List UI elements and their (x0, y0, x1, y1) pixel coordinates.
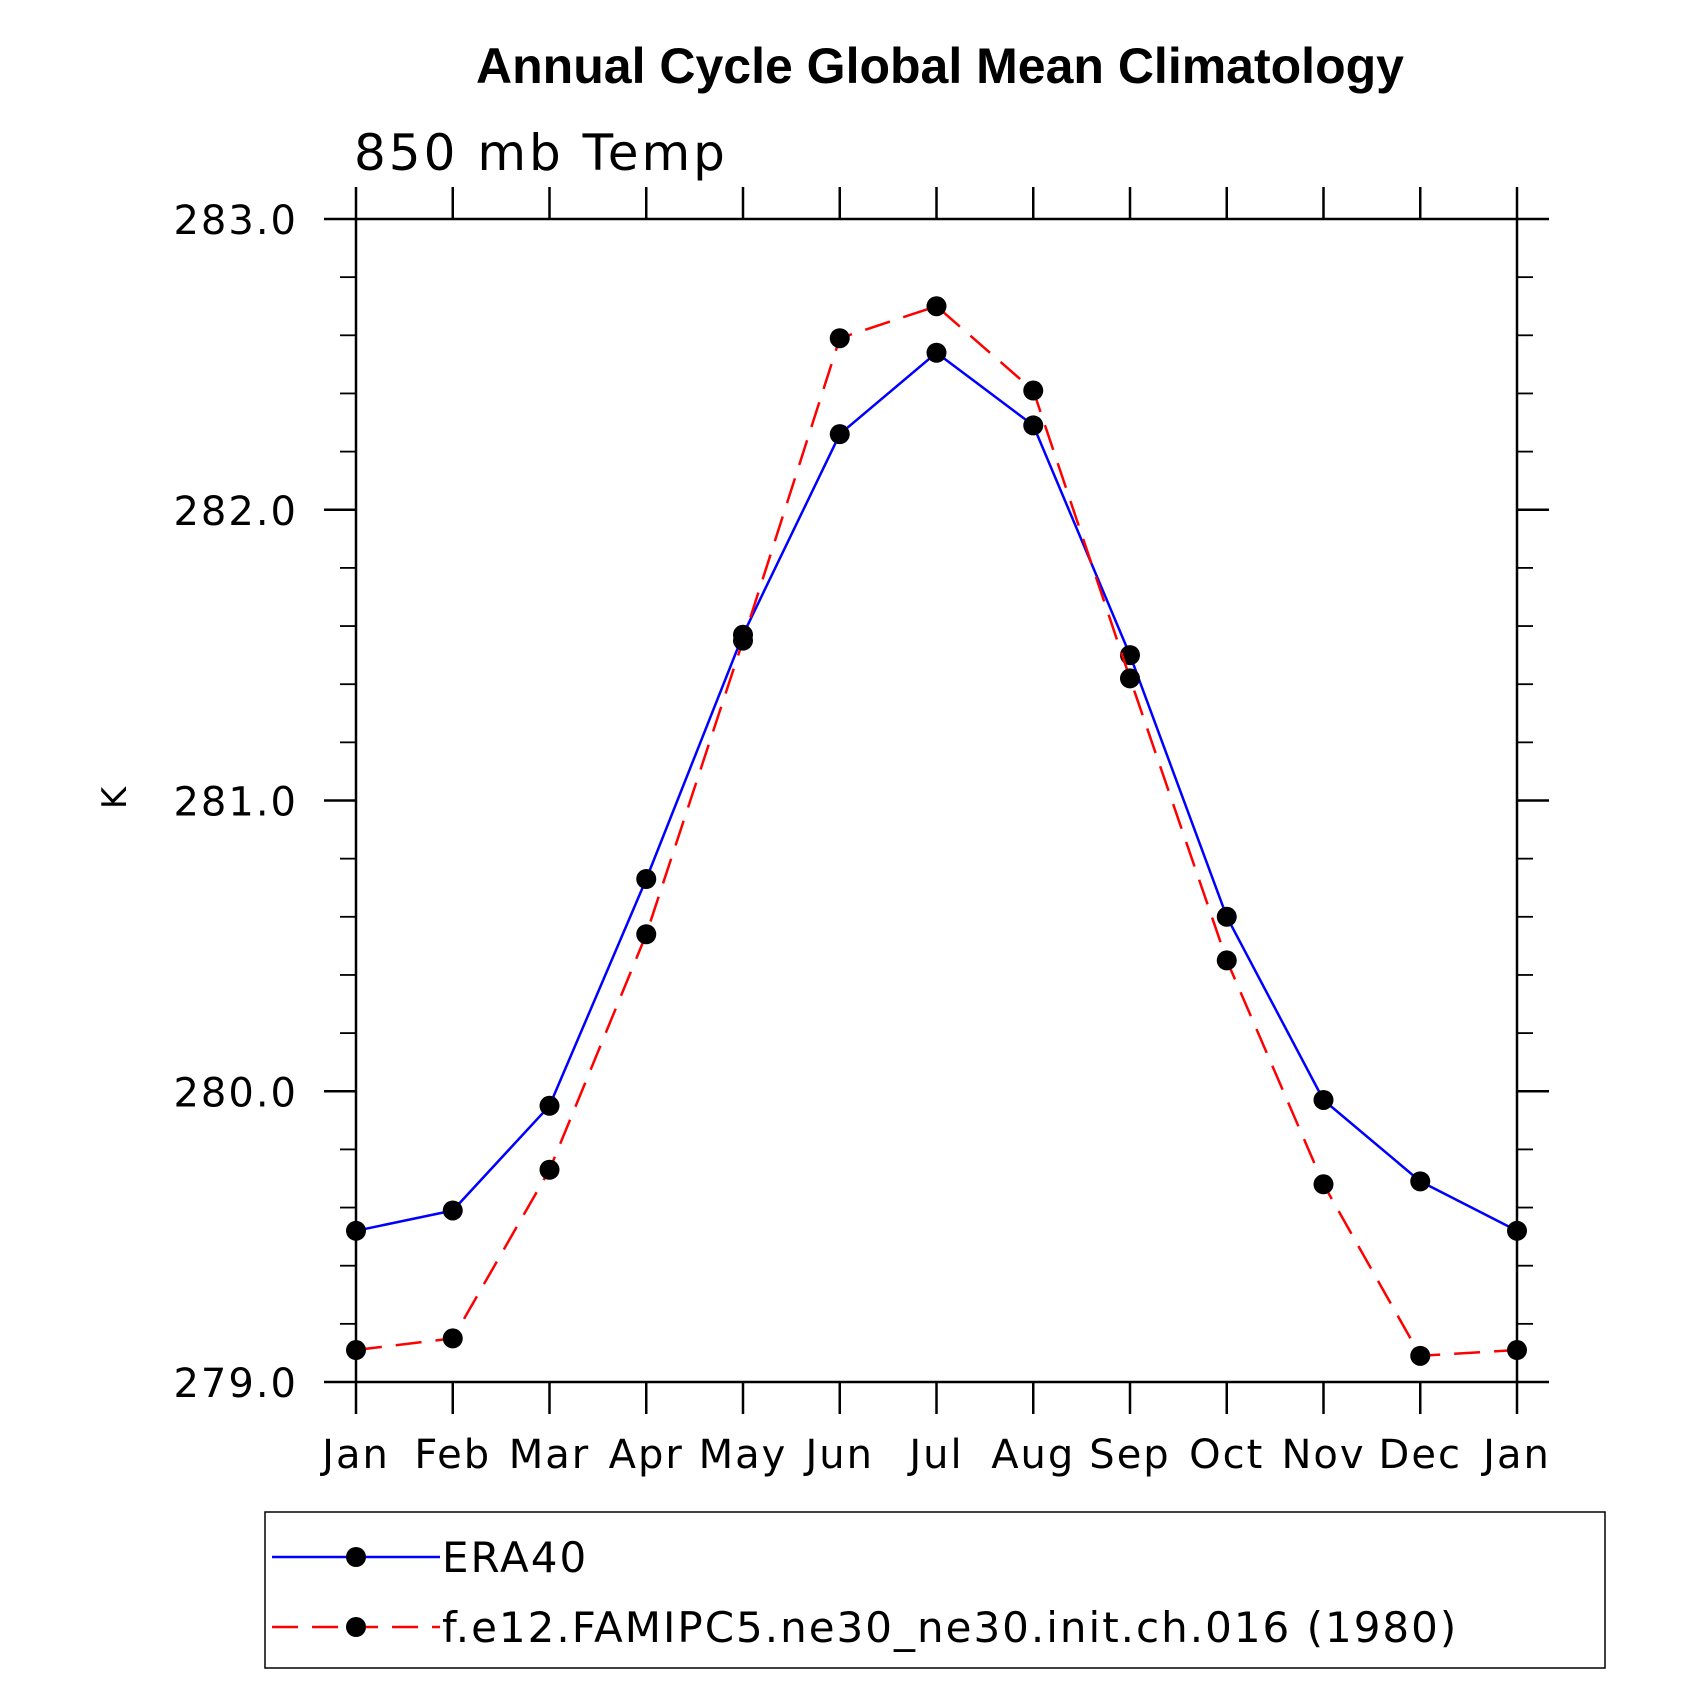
series-1-point (1120, 668, 1140, 689)
series-1-point (346, 1340, 366, 1361)
x-tick-label: Apr (609, 1432, 684, 1478)
y-tick-label: 280.0 (173, 1070, 298, 1116)
series-0-point (1216, 906, 1237, 927)
series-1-point (926, 296, 947, 317)
legend-marker-model (346, 1617, 366, 1637)
axes: Jan Feb Mar Apr May Jun Jul Aug Sep Oct Nov Dec Jan 2… (173, 187, 1551, 1478)
x-tick-label: Sep (1089, 1432, 1170, 1478)
series-1-point (636, 924, 657, 945)
series-1-point (1216, 950, 1237, 971)
series-1-point (1410, 1345, 1431, 1366)
series-1-point (733, 630, 753, 651)
series-1-point (1313, 1174, 1334, 1195)
series-1-point (1023, 380, 1044, 401)
legend-marker-era40 (346, 1547, 366, 1567)
chart-title: Annual Cycle Global Mean Climatology (476, 38, 1404, 94)
series-1-point (442, 1328, 463, 1349)
series-0-point (926, 342, 947, 363)
series-0-point (1023, 415, 1044, 436)
series-line-0 (355, 351, 1518, 1233)
y-tick-label: 282.0 (173, 489, 298, 535)
plot-frame (354, 217, 1519, 1384)
x-tick-label: Oct (1189, 1432, 1264, 1478)
x-tick-label: Dec (1379, 1432, 1462, 1478)
x-tick-label: Nov (1281, 1432, 1365, 1478)
x-tick-label: May (699, 1432, 788, 1478)
legend-label-model: f.e12.FAMIPC5.ne30_ne30.init.ch.016 (198… (442, 1603, 1458, 1652)
x-tick-label: Jul (906, 1432, 963, 1478)
series-1-point (539, 1159, 560, 1180)
series-0-point (636, 869, 657, 890)
x-tick-label: Aug (991, 1432, 1075, 1478)
y-tick-label: 279.0 (173, 1361, 298, 1407)
x-tick-label: Mar (509, 1432, 590, 1478)
x-tick-label: Feb (414, 1432, 491, 1478)
series-layer (346, 296, 1527, 1366)
x-tick-label: Jan (1480, 1432, 1551, 1478)
legend-box (264, 1511, 1606, 1669)
series-0-point (346, 1220, 366, 1241)
series-0-point (1410, 1171, 1431, 1192)
y-axis-label: K (95, 785, 135, 809)
y-tick-label: 281.0 (173, 780, 298, 826)
y-tick-label: 283.0 (173, 198, 298, 244)
chart-subtitle: 850 mb Temp (354, 124, 728, 182)
x-tick-label: Jun (803, 1432, 875, 1478)
series-0-point (1507, 1220, 1527, 1241)
series-1-point (829, 328, 850, 349)
series-0-point (442, 1200, 463, 1221)
series-0-point (1313, 1089, 1334, 1110)
legend-label-era40: ERA40 (442, 1533, 588, 1582)
series-line-1 (355, 304, 1518, 1358)
x-tick-label: Jan (319, 1432, 390, 1478)
series-1-point (1507, 1340, 1527, 1361)
legend: ERA40 f.e12.FAMIPC5.ne30_ne30.init.ch.01… (264, 1511, 1606, 1669)
series-0-point (539, 1095, 560, 1116)
series-0-point (829, 424, 850, 445)
